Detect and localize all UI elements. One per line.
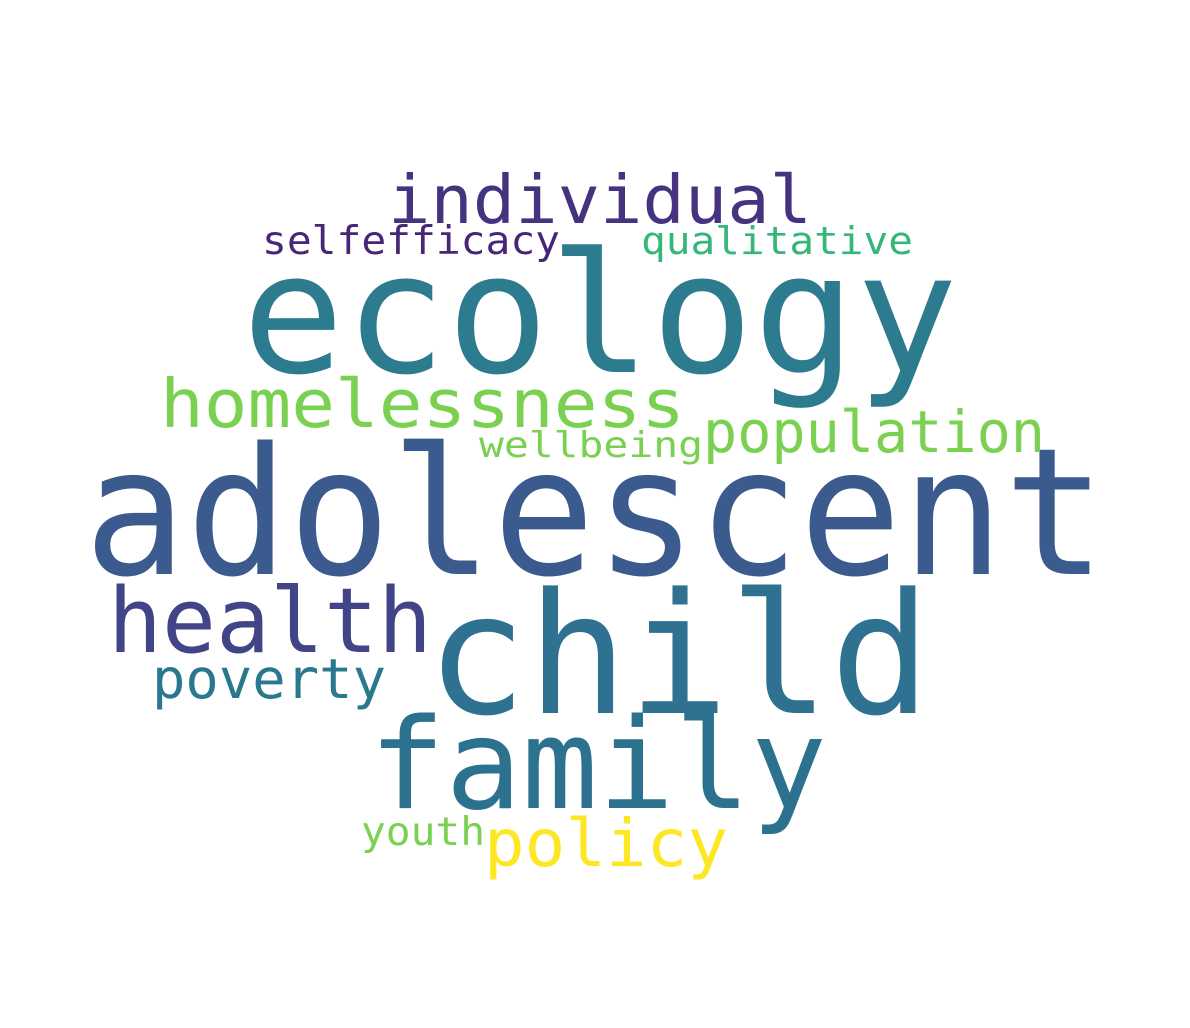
word-poverty: poverty <box>152 647 386 711</box>
word-qualitative: qualitative <box>641 219 913 263</box>
word-policy: policy <box>484 805 728 882</box>
word-selfefficacy: selfefficacy <box>262 219 560 264</box>
word-individual: individual <box>388 161 812 239</box>
word-child: child <box>426 557 931 753</box>
word-adolescent: adolescent <box>84 410 1106 616</box>
word-ecology: ecology <box>242 218 958 412</box>
word-family: family <box>369 691 827 838</box>
word-population: population <box>703 398 1045 466</box>
word-homelessness: homelessness <box>160 365 685 443</box>
word-health: health <box>108 569 432 674</box>
word-wellbeing: wellbeing <box>479 425 703 466</box>
word-youth: youth <box>361 810 485 855</box>
